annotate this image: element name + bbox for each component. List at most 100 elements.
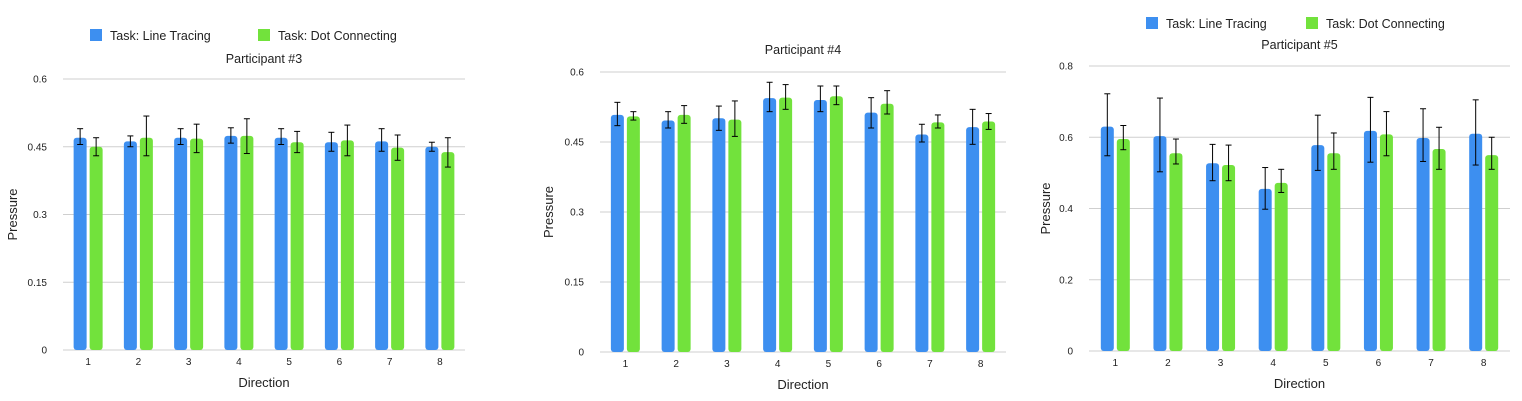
- y-tick-label: 0.15: [28, 278, 48, 289]
- bar-dot-connecting: [982, 121, 996, 352]
- chart-title: Participant #4: [765, 43, 841, 57]
- x-tick-label: 1: [623, 359, 629, 370]
- y-tick-label: 0.15: [565, 278, 585, 289]
- x-tick-label: 4: [1270, 358, 1276, 369]
- bar-line-tracing: [123, 141, 137, 350]
- x-tick-label: 8: [1481, 358, 1487, 369]
- chart-participant-3: 0 0.15 0.3 0.45 0.6 1 2 3 4 5 6 7 8 Participant #3 Dir…: [5, 52, 465, 390]
- x-tick-label: 2: [1165, 358, 1171, 369]
- x-tick-label: 3: [186, 357, 192, 368]
- x-axis-title: Direction: [1274, 376, 1325, 391]
- legend-swatch-line-tracing: [90, 29, 102, 41]
- bar-line-tracing: [661, 120, 675, 353]
- x-tick-label: 6: [337, 357, 343, 368]
- x-tick-label: 1: [85, 357, 91, 368]
- x-tick-label: 8: [978, 359, 984, 370]
- bar-dot-connecting: [1327, 153, 1341, 351]
- bar-line-tracing: [73, 137, 87, 350]
- bar-line-tracing: [1416, 137, 1430, 351]
- x-axis-title: Direction: [777, 377, 828, 392]
- legend-swatch-dot-connecting: [1306, 17, 1318, 29]
- x-tick-label: 1: [1113, 358, 1119, 369]
- bar-dot-connecting: [1432, 149, 1446, 351]
- bar-dot-connecting: [441, 152, 455, 350]
- bar-line-tracing: [864, 112, 878, 352]
- bar-dot-connecting: [1169, 153, 1183, 351]
- bar-dot-connecting: [240, 135, 254, 350]
- chart-title: Participant #3: [226, 52, 302, 66]
- legend-label-dot-connecting: Task: Dot Connecting: [1326, 17, 1445, 31]
- y-axis-title: Pressure: [541, 186, 556, 238]
- y-tick-label: 0.6: [570, 68, 584, 79]
- bar-line-tracing: [712, 118, 726, 352]
- y-tick-label: 0.3: [33, 210, 47, 221]
- bar-line-tracing: [1469, 133, 1483, 351]
- bar-line-tracing: [375, 141, 389, 350]
- x-tick-label: 7: [1428, 358, 1434, 369]
- legend-swatch-line-tracing: [1146, 17, 1158, 29]
- bar-line-tracing: [915, 134, 929, 352]
- bar-line-tracing: [274, 137, 288, 350]
- x-tick-label: 6: [1376, 358, 1382, 369]
- y-tick-label: 0: [1067, 347, 1073, 358]
- x-tick-label: 4: [775, 359, 781, 370]
- y-tick-label: 0.6: [33, 75, 47, 86]
- chart-title: Participant #5: [1261, 38, 1337, 52]
- y-tick-label: 0.4: [1059, 204, 1073, 215]
- legend-label-dot-connecting: Task: Dot Connecting: [278, 29, 397, 43]
- legend-label-line-tracing: Task: Line Tracing: [1166, 17, 1267, 31]
- x-tick-label: 2: [136, 357, 142, 368]
- x-tick-label: 6: [876, 359, 882, 370]
- bar-dot-connecting: [290, 142, 304, 350]
- bar-line-tracing: [1311, 145, 1325, 351]
- bar-line-tracing: [174, 137, 188, 350]
- x-tick-label: 7: [927, 359, 933, 370]
- y-tick-label: 0.45: [28, 142, 48, 153]
- y-tick-label: 0.6: [1059, 133, 1073, 144]
- x-tick-label: 8: [437, 357, 443, 368]
- x-tick-label: 3: [1218, 358, 1224, 369]
- bar-dot-connecting: [1116, 139, 1130, 351]
- x-tick-label: 3: [724, 359, 730, 370]
- bar-line-tracing: [224, 135, 238, 350]
- bar-dot-connecting: [880, 103, 894, 352]
- bar-dot-connecting: [1485, 155, 1499, 351]
- bar-dot-connecting: [677, 114, 691, 352]
- y-tick-label: 0.3: [570, 208, 584, 219]
- x-tick-label: 5: [286, 357, 292, 368]
- bar-dot-connecting: [139, 137, 153, 350]
- bar-dot-connecting: [829, 96, 843, 353]
- y-tick-label: 0.45: [565, 138, 585, 149]
- bar-line-tracing: [1100, 126, 1114, 351]
- bar-line-tracing: [324, 142, 338, 350]
- x-axis-title: Direction: [238, 375, 289, 390]
- bar-dot-connecting: [626, 116, 640, 352]
- bar-line-tracing: [1153, 136, 1167, 351]
- y-tick-label: 0.8: [1059, 62, 1073, 73]
- bar-dot-connecting: [89, 146, 103, 350]
- x-tick-label: 4: [236, 357, 242, 368]
- x-tick-label: 7: [387, 357, 393, 368]
- y-axis-title: Pressure: [1038, 182, 1053, 234]
- bar-dot-connecting: [1222, 165, 1236, 351]
- legend-chart-5: Task: Line Tracing Task: Dot Connecting: [1146, 17, 1445, 31]
- bar-dot-connecting: [931, 122, 945, 353]
- bar-line-tracing: [425, 146, 439, 350]
- bar-line-tracing: [1206, 163, 1220, 351]
- bar-line-tracing: [966, 127, 980, 352]
- legend-swatch-dot-connecting: [258, 29, 270, 41]
- x-tick-label: 5: [826, 359, 832, 370]
- bar-dot-connecting: [1274, 182, 1288, 351]
- bar-line-tracing: [813, 100, 827, 352]
- bar-dot-connecting: [728, 119, 742, 352]
- x-tick-label: 2: [673, 359, 679, 370]
- legend-label-line-tracing: Task: Line Tracing: [110, 29, 211, 43]
- x-tick-label: 5: [1323, 358, 1329, 369]
- y-tick-label: 0: [41, 346, 47, 357]
- bar-dot-connecting: [1379, 134, 1393, 351]
- y-tick-label: 0.2: [1059, 275, 1073, 286]
- y-axis-title: Pressure: [5, 188, 20, 240]
- legend-chart-3: Task: Line Tracing Task: Dot Connecting: [90, 29, 397, 43]
- y-tick-label: 0: [578, 348, 584, 359]
